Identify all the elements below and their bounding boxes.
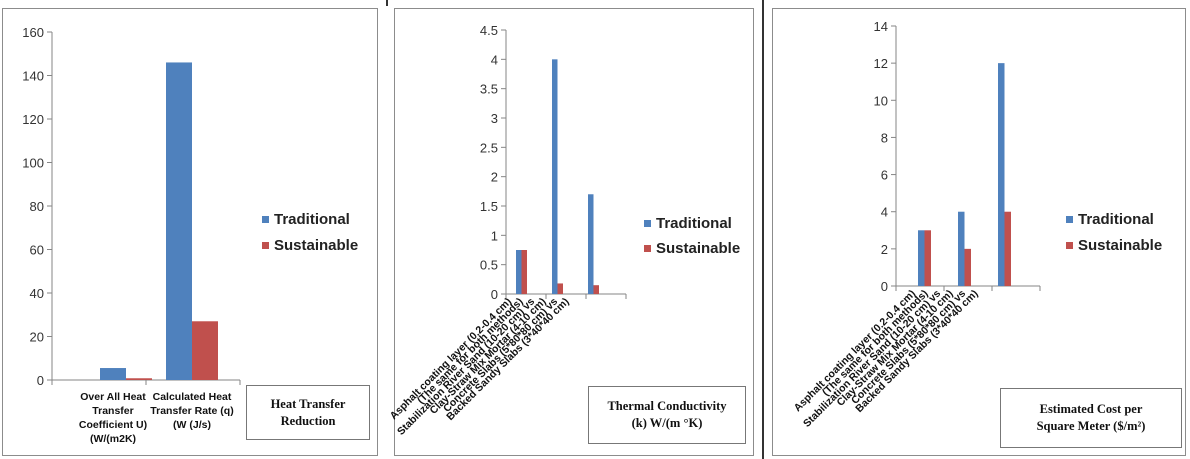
chart-title-line: (k) W/(m °K) [631, 416, 703, 430]
legend-label: Sustainable [274, 237, 358, 254]
bar-sustainable [593, 285, 599, 294]
chart-frame [2, 8, 378, 456]
bar-sustainable [1004, 211, 1011, 286]
legend-label: Traditional [274, 211, 350, 228]
x-category-label: Over All Heat [80, 391, 146, 403]
y-tick-label: 2.5 [480, 140, 498, 155]
y-tick-label: 1.5 [480, 199, 498, 214]
chart-panel-thermal-conductivity: 0 0.5 1 1.5 2 2.5 3 3.5 4 4.5 Asphalt coating laye… [388, 0, 760, 459]
legend-swatch-traditional [644, 220, 651, 227]
chart-panel-estimated-cost: 0 2 4 6 8 10 12 14 Asphalt coating layer (0.2-0.… [766, 0, 1190, 459]
y-tick-label: 3 [491, 111, 498, 126]
chart-title-box: Thermal Conductivity (k) W/(m °K) [588, 386, 746, 444]
x-category-label: Stabilization River Sand (10-20 cm) vs [395, 296, 537, 438]
y-tick-label: 120 [22, 112, 44, 127]
x-category-label: Transfer [92, 405, 133, 417]
y-tick-label: 14 [874, 19, 888, 34]
bar-sustainable [964, 248, 971, 286]
bar-sustainable [557, 283, 563, 294]
legend-label: Traditional [1078, 211, 1154, 228]
y-tick-label: 0.5 [480, 258, 498, 273]
x-category-label: Transfer Rate (q) [150, 405, 233, 417]
y-tick-label: 2 [491, 170, 498, 185]
chart-panel-heat-transfer: 0 20 40 60 80 100 120 140 160 Over All Heat Transf… [0, 0, 380, 459]
bar-traditional [100, 368, 126, 380]
panel-divider [386, 0, 388, 6]
y-tick-label: 3.5 [480, 82, 498, 97]
y-tick-label: 20 [30, 330, 44, 345]
legend-label: Sustainable [1078, 237, 1162, 254]
x-category-label: (W (J/s) [173, 419, 211, 431]
y-tick-label: 80 [30, 199, 44, 214]
y-tick-label: 40 [30, 286, 44, 301]
bar-sustainable [924, 230, 931, 286]
chart-title-line: Estimated Cost per [1039, 402, 1143, 417]
legend-swatch-sustainable [262, 242, 269, 249]
y-tick-label: 160 [22, 25, 44, 40]
y-tick-label: 100 [22, 156, 44, 171]
x-category-label: Stabilization River Sand (10-20 cm) vs [801, 288, 943, 430]
y-tick-label: 2 [881, 242, 888, 257]
legend-label: Sustainable [656, 240, 740, 257]
chart-title-line: Reduction [280, 413, 336, 428]
bar-sustainable [126, 378, 152, 380]
heat-transfer-chart: 0 20 40 60 80 100 120 140 160 Over All Heat Transf… [22, 25, 358, 445]
legend-swatch-sustainable [1066, 242, 1073, 249]
chart-title-box: Estimated Cost per Square Meter ($/m²) [1000, 388, 1182, 448]
chart-frame [394, 8, 754, 456]
y-tick-label: 0 [881, 279, 888, 294]
chart-title-line: Heat Transfer [270, 396, 346, 411]
bar-traditional [588, 194, 594, 294]
legend-swatch-traditional [1066, 216, 1073, 223]
legend-swatch-sustainable [644, 245, 651, 252]
y-tick-label: 10 [874, 93, 888, 108]
bar-traditional [998, 63, 1005, 287]
y-tick-label: 0 [37, 373, 44, 388]
y-tick-label: 4 [881, 205, 888, 220]
y-tick-label: 6 [881, 168, 888, 183]
y-tick-label: 12 [874, 56, 888, 71]
chart-frame [772, 8, 1186, 456]
bar-traditional [918, 230, 925, 286]
bar-traditional [552, 59, 558, 295]
y-tick-label: 60 [30, 243, 44, 258]
bar-sustainable [192, 321, 218, 380]
bar-sustainable [521, 250, 527, 294]
chart-title-box: Heat Transfer Reduction [246, 385, 370, 440]
y-tick-label: 4.5 [480, 23, 498, 38]
x-category-label: Calculated Heat [153, 391, 232, 403]
bar-traditional [958, 211, 965, 286]
y-tick-label: 140 [22, 69, 44, 84]
chart-title-line: Square Meter ($/m²) [1036, 419, 1146, 433]
y-tick-label: 1 [491, 228, 498, 243]
y-tick-label: 0 [491, 287, 498, 302]
panel-divider [762, 0, 764, 459]
chart-title-line: Thermal Conductivity [607, 399, 727, 414]
legend-label: Traditional [656, 215, 732, 232]
y-tick-label: 8 [881, 130, 888, 145]
y-tick-label: 4 [491, 52, 498, 67]
legend-swatch-traditional [262, 216, 269, 223]
x-category-label: Coefficient U) [79, 419, 147, 431]
bar-traditional [166, 62, 192, 380]
bar-traditional [516, 250, 522, 294]
x-category-label: (W/(m2K) [90, 433, 136, 445]
